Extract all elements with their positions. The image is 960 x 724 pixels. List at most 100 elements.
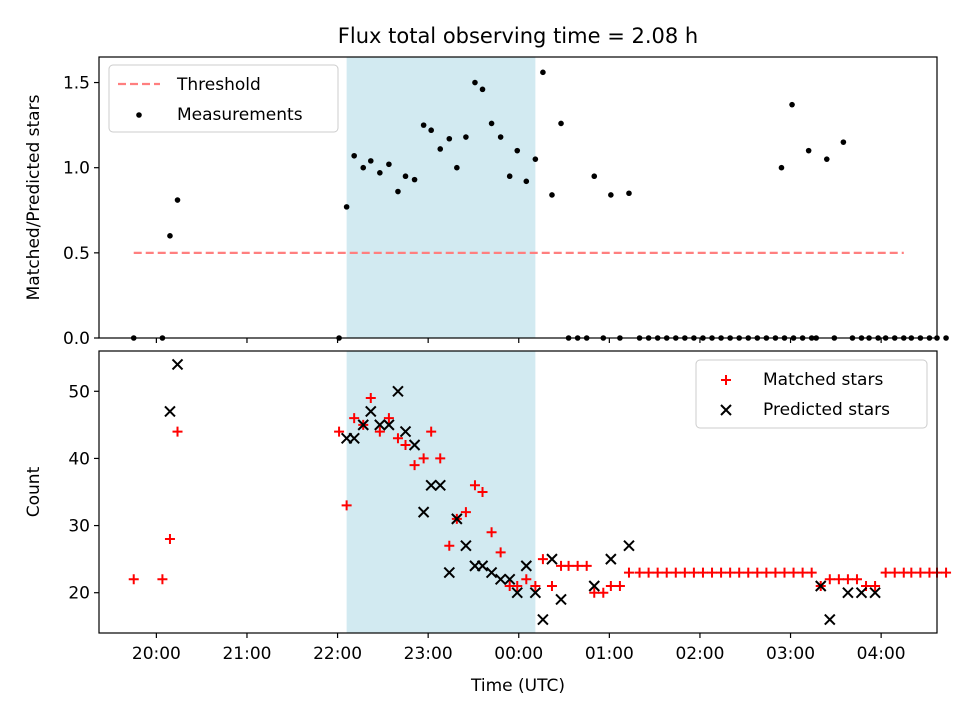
matched-point	[486, 527, 497, 538]
predicted-point	[460, 540, 472, 552]
matched-point	[716, 567, 727, 578]
measurement-point	[463, 134, 469, 140]
bottom-panel: 20 30 40 50 20:00 21:00 22:00 23:00 00:00 01:00 02…	[24, 350, 952, 696]
measurement-point	[789, 101, 795, 108]
matched-point	[870, 581, 881, 591]
predicted-point	[417, 506, 430, 518]
matched-point	[725, 567, 736, 578]
matched-point	[392, 433, 403, 444]
predicted-point	[164, 405, 176, 418]
matched-point	[734, 567, 745, 578]
x-tick-label: 02:00	[675, 644, 724, 664]
matched-point	[334, 426, 345, 437]
measurement-point	[608, 192, 614, 198]
predicted-point	[348, 432, 360, 444]
measurement-point	[351, 152, 357, 159]
x-tick-label: 23:00	[404, 644, 453, 664]
x-tick-label: 03:00	[766, 644, 815, 664]
matched-point	[563, 560, 574, 571]
predicted-point	[451, 513, 463, 525]
x-axis-label: Time (UTC)	[470, 676, 565, 696]
measurement-point	[823, 156, 830, 162]
measurement-point	[420, 122, 427, 128]
measurement-point	[506, 173, 513, 180]
predicted-point	[842, 587, 854, 599]
predicted-point	[520, 560, 533, 572]
predicted-point	[537, 613, 549, 626]
x-tick-label: 00:00	[494, 644, 543, 664]
measurement-point	[377, 170, 383, 176]
legend-top: Threshold Measurements	[108, 64, 339, 133]
legend-predicted-swatch	[720, 404, 732, 416]
measurement-point	[626, 190, 632, 197]
predicted-point	[476, 560, 489, 572]
matched-point	[643, 567, 654, 578]
matched-point	[383, 413, 394, 424]
top-panel: 0.0 0.5 1.0 1.5 Matched/Predicted stars Thres…	[24, 56, 949, 349]
matched-point	[418, 453, 429, 464]
matched-point	[761, 567, 772, 578]
measurement-point	[532, 156, 539, 162]
predicted-point	[546, 553, 558, 565]
y-tick-label: 30	[68, 517, 90, 537]
matched-point	[164, 534, 175, 544]
matched-point	[661, 567, 672, 578]
matched-point	[157, 574, 168, 585]
matched-point	[788, 567, 799, 578]
matched-point	[426, 426, 437, 437]
y-axis-label: Count	[24, 466, 44, 517]
matched-point	[743, 567, 754, 578]
measurement-point	[778, 164, 785, 171]
predicted-point	[815, 580, 827, 592]
y-tick-label: 1.5	[63, 74, 90, 94]
measurement-point	[446, 135, 453, 142]
shaded-span	[346, 57, 536, 338]
matched-point	[614, 581, 625, 591]
legend-matched-label: Matched stars	[763, 370, 883, 390]
matched-point	[444, 540, 455, 551]
matched-point	[495, 547, 506, 558]
measurement-point	[437, 146, 444, 152]
y-tick-label: 1.0	[63, 159, 90, 179]
matched-point	[589, 587, 600, 598]
matched-point	[941, 567, 952, 578]
matched-point	[623, 567, 634, 578]
matched-point	[797, 567, 808, 578]
measurement-point	[454, 164, 460, 171]
y-tick-label: 50	[68, 382, 90, 402]
predicted-point	[171, 358, 184, 371]
matched-point	[477, 487, 488, 497]
matched-point	[842, 574, 853, 585]
measurement-point	[343, 204, 350, 210]
matched-point	[670, 567, 681, 578]
measurement-point	[805, 147, 812, 154]
y-tick-label: 0.5	[63, 244, 90, 264]
x-tick-label: 22:00	[313, 644, 362, 664]
series-predicted-stars	[164, 358, 881, 626]
predicted-point	[408, 439, 421, 451]
predicted-point	[434, 479, 446, 491]
matched-point	[521, 574, 532, 585]
measurement-point	[174, 197, 181, 203]
matched-point	[889, 567, 900, 578]
matched-point	[512, 581, 523, 591]
x-tick-label: 21:00	[222, 644, 271, 664]
matched-point	[688, 567, 699, 578]
x-tick-label: 04:00	[857, 644, 906, 664]
measurement-point	[549, 192, 555, 198]
matched-point	[435, 453, 446, 464]
predicted-point	[529, 587, 542, 599]
matched-point	[679, 567, 690, 578]
matched-point	[707, 567, 718, 578]
measurement-point	[428, 127, 434, 134]
matched-point	[365, 393, 376, 403]
measurement-point	[360, 164, 367, 171]
measurement-point	[943, 335, 949, 341]
predicted-point	[399, 425, 412, 438]
measurement-point	[514, 147, 521, 154]
matched-point	[460, 507, 471, 518]
predicted-point	[555, 593, 567, 606]
predicted-point	[588, 580, 600, 592]
legend-threshold-label: Threshold	[176, 75, 261, 95]
matched-point	[598, 587, 609, 598]
